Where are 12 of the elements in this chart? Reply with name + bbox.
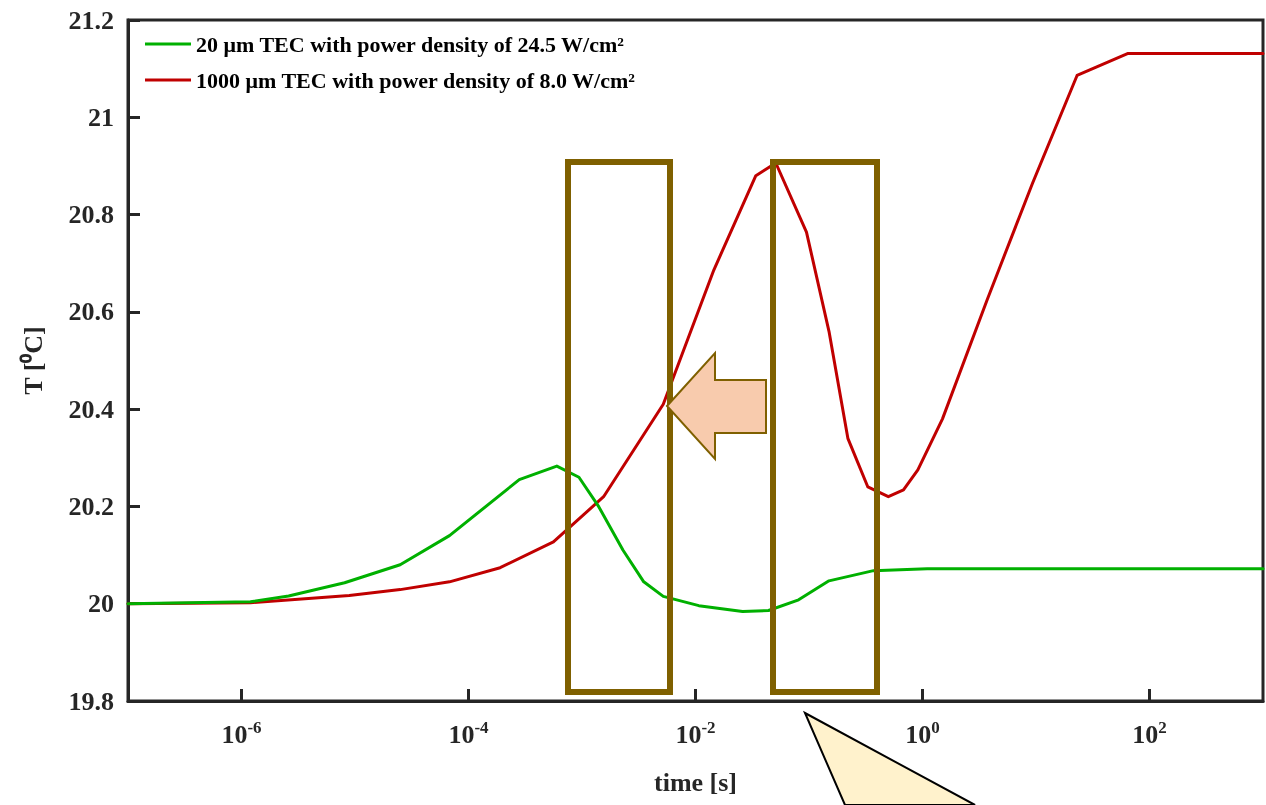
- y-axis-title: T [⁰C]: [18, 326, 48, 395]
- y-tick-label: 20.6: [68, 297, 114, 327]
- y-tick-label: 21.2: [68, 5, 114, 35]
- y-tick-label: 20.4: [68, 394, 114, 424]
- y-tick-label: 20.2: [68, 491, 114, 521]
- y-tick-label: 21: [88, 102, 114, 132]
- y-tick-label: 20.8: [68, 200, 114, 230]
- legend-label: 20 μm TEC with power density of 24.5 W/cm²: [196, 31, 625, 57]
- y-tick-label: 20: [88, 589, 114, 619]
- x-axis-title: time [s]: [653, 767, 738, 797]
- y-tick-label: 19.8: [68, 686, 114, 716]
- legend-label: 1000 μm TEC with power density of 8.0 W/cm²: [196, 67, 636, 93]
